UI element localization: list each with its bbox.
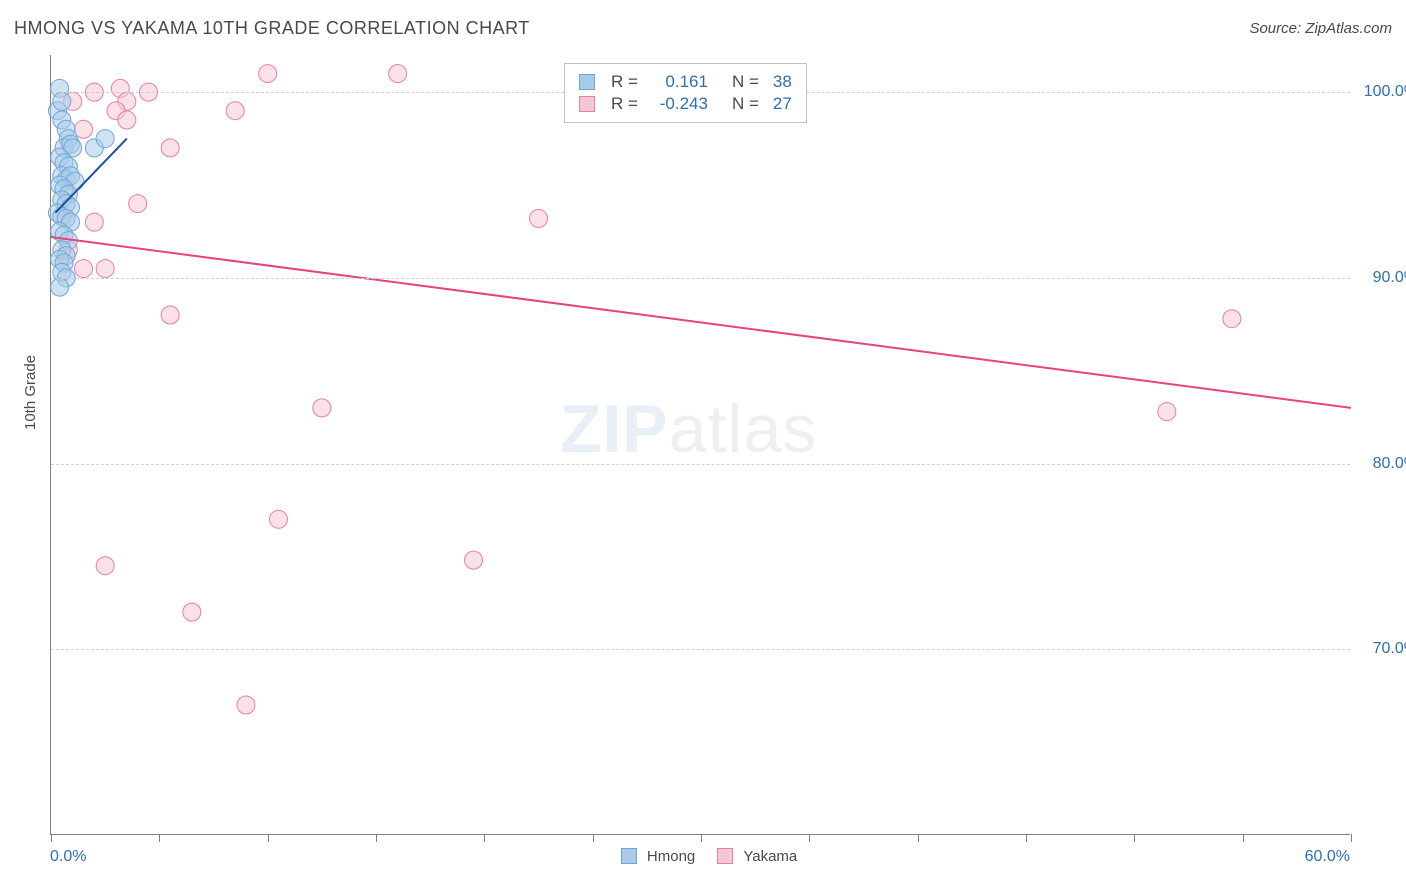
- hmong-point: [53, 92, 71, 110]
- plot-area: 70.0%80.0%90.0%100.0%: [50, 55, 1350, 835]
- x-tick: [1243, 834, 1244, 842]
- yakama-point: [259, 65, 277, 83]
- yakama-r-value: -0.243: [648, 94, 708, 114]
- hmong-label: Hmong: [647, 848, 695, 865]
- chart-source: Source: ZipAtlas.com: [1249, 20, 1392, 37]
- y-tick-label: 90.0%: [1373, 269, 1406, 287]
- yakama-point: [96, 260, 114, 278]
- x-tick: [918, 834, 919, 842]
- x-tick: [376, 834, 377, 842]
- gridline: [51, 464, 1350, 465]
- yakama-point: [270, 510, 288, 528]
- yakama-point: [129, 195, 147, 213]
- gridline: [51, 649, 1350, 650]
- yakama-swatch-icon: [579, 96, 595, 112]
- yakama-n-value: 27: [773, 94, 792, 114]
- yakama-point: [313, 399, 331, 417]
- yakama-label: Yakama: [743, 848, 797, 865]
- gridline: [51, 278, 1350, 279]
- y-tick-label: 80.0%: [1373, 455, 1406, 473]
- chart-title: HMONG VS YAKAMA 10TH GRADE CORRELATION C…: [14, 18, 530, 39]
- y-tick-label: 100.0%: [1364, 83, 1406, 101]
- yakama-point: [85, 213, 103, 231]
- yakama-point: [161, 306, 179, 324]
- r-label: R =: [611, 94, 638, 114]
- x-tick: [593, 834, 594, 842]
- hmong-point: [51, 278, 69, 296]
- x-tick: [1026, 834, 1027, 842]
- yakama-point: [161, 139, 179, 157]
- n-label: N =: [732, 94, 759, 114]
- y-tick-label: 70.0%: [1373, 640, 1406, 658]
- y-axis-label: 10th Grade: [22, 355, 39, 430]
- chart-header: HMONG VS YAKAMA 10TH GRADE CORRELATION C…: [14, 18, 1392, 39]
- x-tick: [809, 834, 810, 842]
- yakama-point: [226, 102, 244, 120]
- yakama-swatch-icon: [717, 848, 733, 864]
- hmong-point: [96, 130, 114, 148]
- x-tick: [1351, 834, 1352, 842]
- yakama-trend-line: [51, 237, 1351, 408]
- yakama-point: [1158, 403, 1176, 421]
- x-tick: [51, 834, 52, 842]
- hmong-n-value: 38: [773, 72, 792, 92]
- yakama-point: [530, 209, 548, 227]
- correlation-legend: R = 0.161 N = 38 R = -0.243 N = 27: [564, 63, 807, 123]
- hmong-r-value: 0.161: [648, 72, 708, 92]
- n-label: N =: [732, 72, 759, 92]
- yakama-point: [237, 696, 255, 714]
- legend-row-yakama: R = -0.243 N = 27: [579, 94, 792, 114]
- yakama-point: [1223, 310, 1241, 328]
- hmong-swatch-icon: [579, 74, 595, 90]
- legend-row-hmong: R = 0.161 N = 38: [579, 72, 792, 92]
- x-tick: [159, 834, 160, 842]
- yakama-point: [389, 65, 407, 83]
- chart-svg: [51, 55, 1350, 834]
- yakama-point: [96, 557, 114, 575]
- x-tick: [1134, 834, 1135, 842]
- x-tick: [484, 834, 485, 842]
- series-legend: Hmong Yakama: [50, 848, 1350, 865]
- r-label: R =: [611, 72, 638, 92]
- hmong-swatch-icon: [621, 848, 637, 864]
- x-tick: [268, 834, 269, 842]
- yakama-point: [183, 603, 201, 621]
- x-tick: [701, 834, 702, 842]
- yakama-point: [465, 551, 483, 569]
- yakama-point: [75, 260, 93, 278]
- yakama-point: [118, 111, 136, 129]
